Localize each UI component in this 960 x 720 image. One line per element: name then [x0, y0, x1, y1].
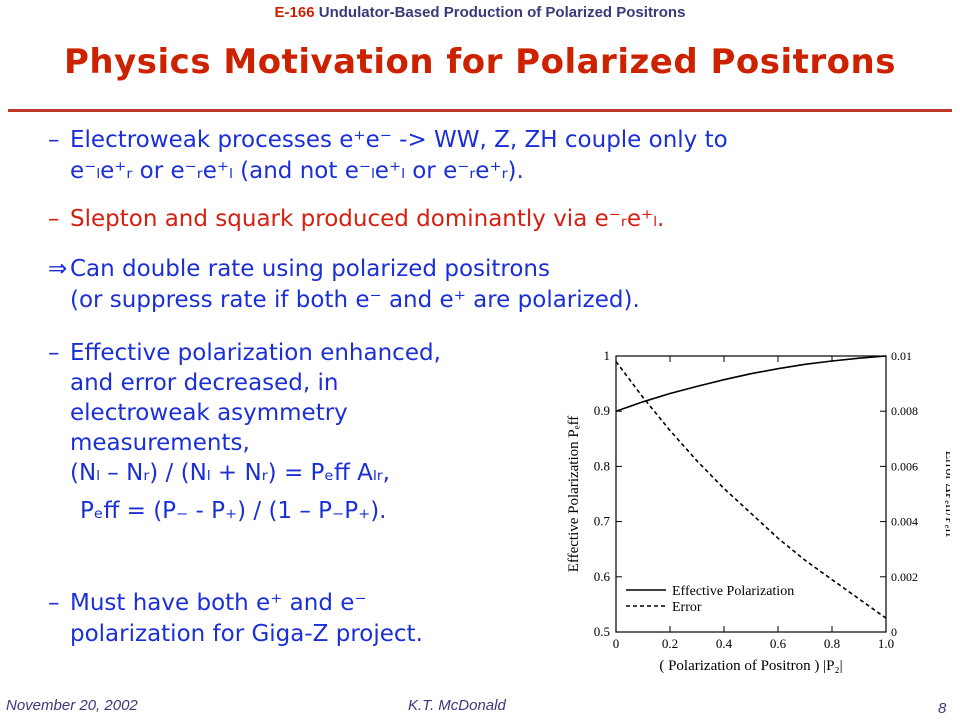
y2-tick-label: 0.006	[891, 459, 918, 473]
bullet-effpol-line2: and error decreased, in	[70, 370, 339, 396]
bullet-giga-z: – Must have both e⁺ and e⁻ polarization f…	[48, 588, 423, 650]
bullet-slepton-text: Slepton and squark produced dominantly v…	[70, 206, 665, 232]
plot-frame	[615, 355, 887, 633]
bullet-double-rate-line1: Can double rate using polarized positron…	[70, 256, 550, 282]
header-text: Undulator-Based Production of Polarized …	[314, 4, 686, 21]
bullet-effpol-line3: electroweak asymmetry	[70, 400, 348, 426]
effective-polarization-series-line	[615, 355, 887, 412]
x-tick-label: 1.0	[878, 636, 894, 651]
implies-arrow-icon: ⇒	[48, 256, 68, 282]
bullet-electroweak: – Electroweak processes e⁺e⁻ -> WW, Z, ZH…	[48, 125, 728, 187]
y-tick-label: 0.7	[594, 514, 611, 529]
header-code: E-166	[274, 4, 315, 21]
y2-tick-label: 0.01	[891, 349, 912, 363]
x-tick-label: 0	[613, 636, 620, 651]
footer-date: November 20, 2002	[6, 697, 138, 714]
bullet-dash: –	[48, 206, 60, 232]
slide-header: E-166 Undulator-Based Production of Pola…	[0, 4, 960, 21]
bullet-effective-polarization: – Effective polarization enhanced, and er…	[48, 338, 441, 526]
y-tick-label: 1	[604, 348, 611, 363]
x-axis-label: ( Polarization of Positron ) |P₂|	[659, 658, 842, 674]
error-series-line	[615, 361, 887, 619]
footer-page-number: 8	[938, 700, 947, 717]
y-axis-label: Effective Polarization Pₑff	[566, 416, 582, 573]
polarization-chart: 0 0.2 0.4 0.6 0.8 1.0 0.5 0.6 0.7 0.8 0.9 1 0 0.002 0.…	[560, 338, 950, 678]
footer-author: K.T. McDonald	[408, 697, 506, 714]
bullet-effpol-line4: measurements,	[70, 430, 250, 456]
bullet-slepton: – Slepton and squark produced dominantly …	[48, 204, 664, 235]
x-tick-label: 0.6	[770, 636, 787, 651]
title-divider	[8, 109, 952, 112]
x-tick-label: 0.8	[824, 636, 840, 651]
y-tick-label: 0.9	[594, 403, 610, 418]
x-tick-label: 0.4	[716, 636, 733, 651]
bullet-gigaz-line2: polarization for Giga-Z project.	[70, 621, 423, 647]
slide-title: Physics Motivation for Polarized Positro…	[64, 42, 896, 82]
y-tick-label: 0.5	[594, 624, 610, 639]
legend-label: Error	[672, 600, 702, 615]
y2-axis-label: Error ΔPₑff/Pₑff	[942, 451, 950, 538]
bullet-dash: –	[48, 340, 60, 366]
bullet-double-rate-line2: (or suppress rate if both e⁻ and e⁺ are …	[70, 287, 640, 313]
y2-tick-label: 0.008	[891, 404, 918, 418]
bullet-gigaz-line1: Must have both e⁺ and e⁻	[70, 590, 367, 616]
bullet-electroweak-line2: e⁻ₗe⁺ᵣ or e⁻ᵣe⁺ₗ (and not e⁻ₗe⁺ₗ or e⁻ᵣe…	[70, 158, 524, 184]
y-tick-label: 0.6	[594, 569, 611, 584]
bullet-dash: –	[48, 127, 60, 153]
y2-tick-label: 0	[891, 625, 897, 639]
bullet-dash: –	[48, 590, 60, 616]
bullet-electroweak-line1: Electroweak processes e⁺e⁻ -> WW, Z, ZH …	[70, 127, 728, 153]
x-tick-label: 0.2	[662, 636, 678, 651]
y2-tick-label: 0.004	[891, 515, 918, 529]
y2-tick-label: 0.002	[891, 570, 918, 584]
peff-formula: Pₑff = (P₋ - P₊) / (1 – P₋P₊).	[80, 498, 387, 524]
bullet-double-rate: ⇒ Can double rate using polarized positro…	[48, 254, 640, 316]
legend-label: Effective Polarization	[672, 584, 794, 599]
y-tick-label: 0.8	[594, 458, 610, 473]
bullet-effpol-line1: Effective polarization enhanced,	[70, 340, 441, 366]
asymmetry-formula: (Nₗ – Nᵣ) / (Nₗ + Nᵣ) = Pₑff Aₗᵣ,	[70, 460, 390, 486]
